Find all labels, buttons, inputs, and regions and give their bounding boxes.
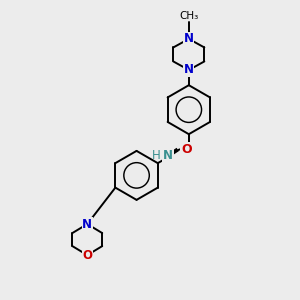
Text: O: O	[181, 143, 192, 156]
Text: N: N	[184, 32, 194, 45]
Text: N: N	[163, 149, 173, 162]
Text: N: N	[184, 64, 194, 76]
Text: CH₃: CH₃	[179, 11, 198, 21]
Text: O: O	[82, 249, 92, 262]
Text: N: N	[82, 218, 92, 231]
Text: H: H	[152, 149, 160, 162]
